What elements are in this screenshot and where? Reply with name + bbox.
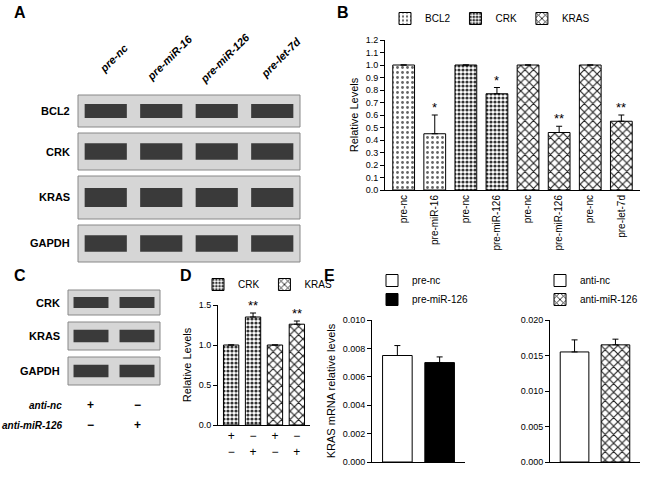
svg-text:0.7: 0.7 [366, 98, 379, 108]
svg-text:KRAS: KRAS [304, 279, 332, 290]
svg-text:0.4: 0.4 [366, 135, 379, 145]
svg-text:pre-miR-16: pre-miR-16 [429, 195, 440, 245]
svg-text:Relative Levels: Relative Levels [181, 327, 193, 402]
svg-text:0.008: 0.008 [343, 344, 366, 354]
svg-text:KRAS: KRAS [562, 13, 590, 24]
svg-text:BCL2: BCL2 [41, 105, 70, 117]
svg-text:−+: −+ [293, 429, 300, 459]
svg-text:pre-let-7d: pre-let-7d [616, 195, 627, 238]
svg-text:pre-nc: pre-nc [412, 275, 440, 286]
svg-text:0.6: 0.6 [366, 110, 379, 120]
svg-text:0.0: 0.0 [366, 185, 379, 195]
svg-text:1.1: 1.1 [366, 48, 379, 58]
svg-text:0.002: 0.002 [343, 429, 366, 439]
svg-text:pre-nc: pre-nc [584, 195, 595, 223]
svg-text:1.0: 1.0 [199, 340, 212, 350]
svg-text:pre-let-7d: pre-let-7d [258, 35, 303, 80]
svg-text:C: C [14, 267, 26, 284]
svg-text:**: ** [554, 111, 564, 126]
svg-text:0.5: 0.5 [366, 123, 379, 133]
svg-text:−: − [87, 418, 94, 432]
svg-text:−+: −+ [250, 429, 257, 459]
svg-text:*: * [494, 73, 499, 88]
svg-text:CRK: CRK [46, 146, 70, 158]
svg-text:+−: +− [271, 429, 278, 459]
svg-text:0.000: 0.000 [521, 457, 544, 467]
svg-text:D: D [180, 267, 192, 284]
svg-text:0.3: 0.3 [366, 148, 379, 158]
svg-text:1.2: 1.2 [366, 35, 379, 45]
svg-text:E: E [324, 267, 335, 284]
svg-text:pre-nc: pre-nc [460, 195, 471, 223]
svg-text:anti-miR-126: anti-miR-126 [2, 420, 62, 431]
svg-text:0.5: 0.5 [199, 380, 212, 390]
svg-text:0.8: 0.8 [366, 85, 379, 95]
svg-text:*: * [432, 100, 437, 115]
svg-text:Relative Levels: Relative Levels [348, 77, 360, 152]
svg-text:+: + [134, 418, 141, 432]
svg-text:0.1: 0.1 [366, 173, 379, 183]
svg-text:0.006: 0.006 [343, 372, 366, 382]
svg-text:1.5: 1.5 [199, 300, 212, 310]
svg-text:+: + [87, 398, 94, 412]
svg-text:pre-miR-126: pre-miR-126 [553, 195, 564, 251]
svg-text:pre-nc: pre-nc [398, 195, 409, 223]
svg-text:0.005: 0.005 [521, 422, 544, 432]
svg-text:**: ** [248, 298, 258, 313]
svg-text:0.010: 0.010 [521, 386, 544, 396]
svg-text:B: B [337, 4, 349, 21]
svg-text:0.015: 0.015 [521, 351, 544, 361]
svg-text:−: − [134, 398, 141, 412]
svg-text:GAPDH: GAPDH [20, 365, 60, 377]
svg-text:KRAS mRNA relative levels: KRAS mRNA relative levels [325, 323, 337, 458]
svg-text:0.2: 0.2 [366, 160, 379, 170]
svg-text:**: ** [616, 100, 626, 115]
svg-text:GAPDH: GAPDH [30, 237, 70, 249]
svg-text:KRAS: KRAS [39, 191, 70, 203]
svg-text:pre-miR-126: pre-miR-126 [412, 294, 468, 305]
svg-text:anti-miR-126: anti-miR-126 [580, 294, 638, 305]
svg-text:0.9: 0.9 [366, 73, 379, 83]
svg-text:pre-miR-16: pre-miR-16 [144, 32, 194, 82]
svg-text:CRK: CRK [495, 13, 516, 24]
svg-text:0.0: 0.0 [199, 420, 212, 430]
svg-text:0.020: 0.020 [521, 315, 544, 325]
svg-text:pre-nc: pre-nc [97, 42, 130, 75]
svg-text:pre-miR-126: pre-miR-126 [197, 31, 252, 86]
svg-text:A: A [14, 4, 26, 21]
svg-text:0.000: 0.000 [343, 457, 366, 467]
svg-text:BCL2: BCL2 [425, 13, 450, 24]
svg-text:CRK: CRK [36, 297, 60, 309]
svg-text:0.004: 0.004 [343, 400, 366, 410]
svg-text:anti-nc: anti-nc [580, 275, 610, 286]
svg-text:**: ** [292, 306, 302, 321]
svg-text:0.010: 0.010 [343, 315, 366, 325]
svg-text:KRAS: KRAS [29, 330, 60, 342]
svg-text:pre-miR-126: pre-miR-126 [491, 195, 502, 251]
svg-text:anti-nc: anti-nc [29, 400, 62, 411]
svg-text:1.0: 1.0 [366, 60, 379, 70]
svg-text:pre-nc: pre-nc [522, 195, 533, 223]
svg-text:+−: +− [228, 429, 235, 459]
svg-text:CRK: CRK [238, 279, 259, 290]
